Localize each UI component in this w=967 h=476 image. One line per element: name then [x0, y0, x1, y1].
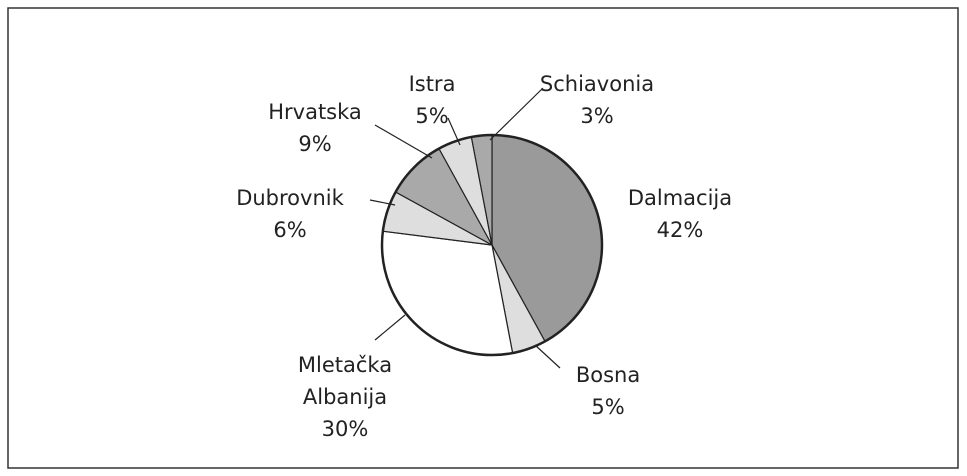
value-label: 30% — [321, 417, 369, 441]
category-label: Istra — [408, 72, 456, 96]
value-label: 42% — [656, 218, 704, 242]
leader-line — [369, 199, 396, 206]
slice-label: Bosna 5% — [538, 359, 678, 423]
leader-line — [374, 124, 433, 159]
slice-label: Hrvatska 9% — [245, 96, 385, 160]
category-label: Dalmacija — [627, 186, 733, 210]
slice-label: Istra 5% — [362, 68, 502, 132]
category-label: Bosna — [575, 363, 641, 387]
value-label: 3% — [580, 104, 614, 128]
value-label: 9% — [298, 132, 332, 156]
leader-line — [447, 117, 461, 146]
category-label: Mletačka Albanija — [297, 353, 393, 409]
value-label: 5% — [591, 395, 625, 419]
leader-line — [534, 344, 561, 369]
pie-outline — [380, 133, 604, 357]
slice-label: Dubrovnik 6% — [220, 182, 360, 246]
leader-line — [489, 87, 544, 141]
leader-line — [374, 314, 406, 341]
slice-label: Schiavonia 3% — [527, 68, 667, 132]
value-label: 6% — [273, 218, 307, 242]
category-label: Schiavonia — [539, 72, 655, 96]
slice-label: Dalmacija 42% — [610, 182, 750, 246]
slice-label: Mletačka Albanija 30% — [285, 349, 405, 445]
category-label: Hrvatska — [268, 100, 362, 124]
frame — [7, 7, 959, 469]
category-label: Dubrovnik — [236, 186, 344, 210]
value-label: 5% — [415, 104, 449, 128]
pie-slice — [381, 230, 514, 356]
